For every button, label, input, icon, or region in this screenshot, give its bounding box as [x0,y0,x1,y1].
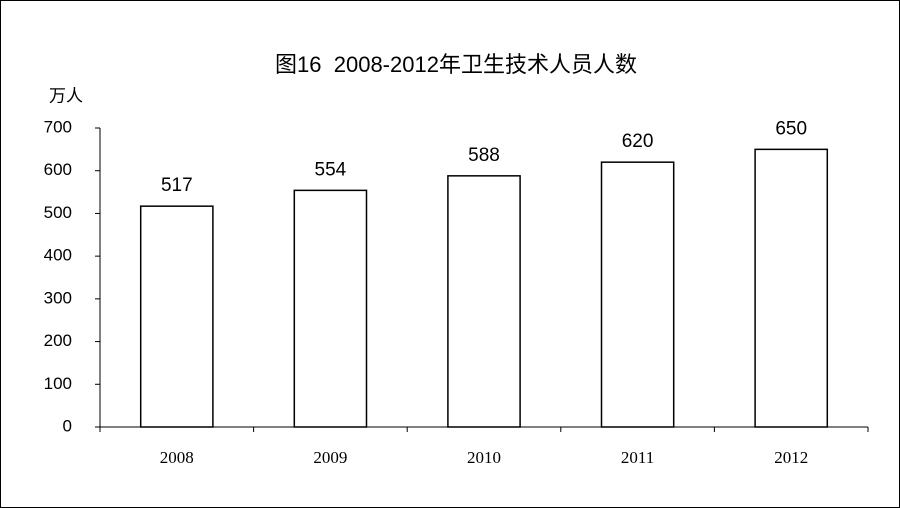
bar [600,161,675,428]
value-label: 588 [468,145,500,166]
y-tick-label: 0 [63,416,72,435]
x-tick-label: 2008 [160,448,194,467]
value-label: 650 [775,118,807,139]
bar [139,205,214,428]
y-tick-label: 200 [44,331,72,350]
x-tick-label: 2011 [621,448,654,467]
x-tick-label: 2010 [467,448,501,467]
value-label: 554 [315,159,347,180]
bar [293,189,368,428]
x-tick-label: 2012 [774,448,808,467]
chart-title: 图16 2008-2012年卫生技术人员人数 [275,52,637,77]
y-tick-label: 400 [44,246,72,265]
bar [447,175,521,428]
y-tick-label: 600 [44,160,72,179]
value-label: 620 [622,131,654,152]
y-tick-label: 100 [44,374,72,393]
x-tick-label: 2009 [313,448,347,467]
y-tick-label: 700 [44,117,72,136]
value-label: 517 [161,175,193,196]
y-tick-label: 500 [44,203,72,222]
y-tick-label: 300 [44,288,72,307]
bar [754,148,829,428]
y-axis-label: 万人 [49,86,83,105]
